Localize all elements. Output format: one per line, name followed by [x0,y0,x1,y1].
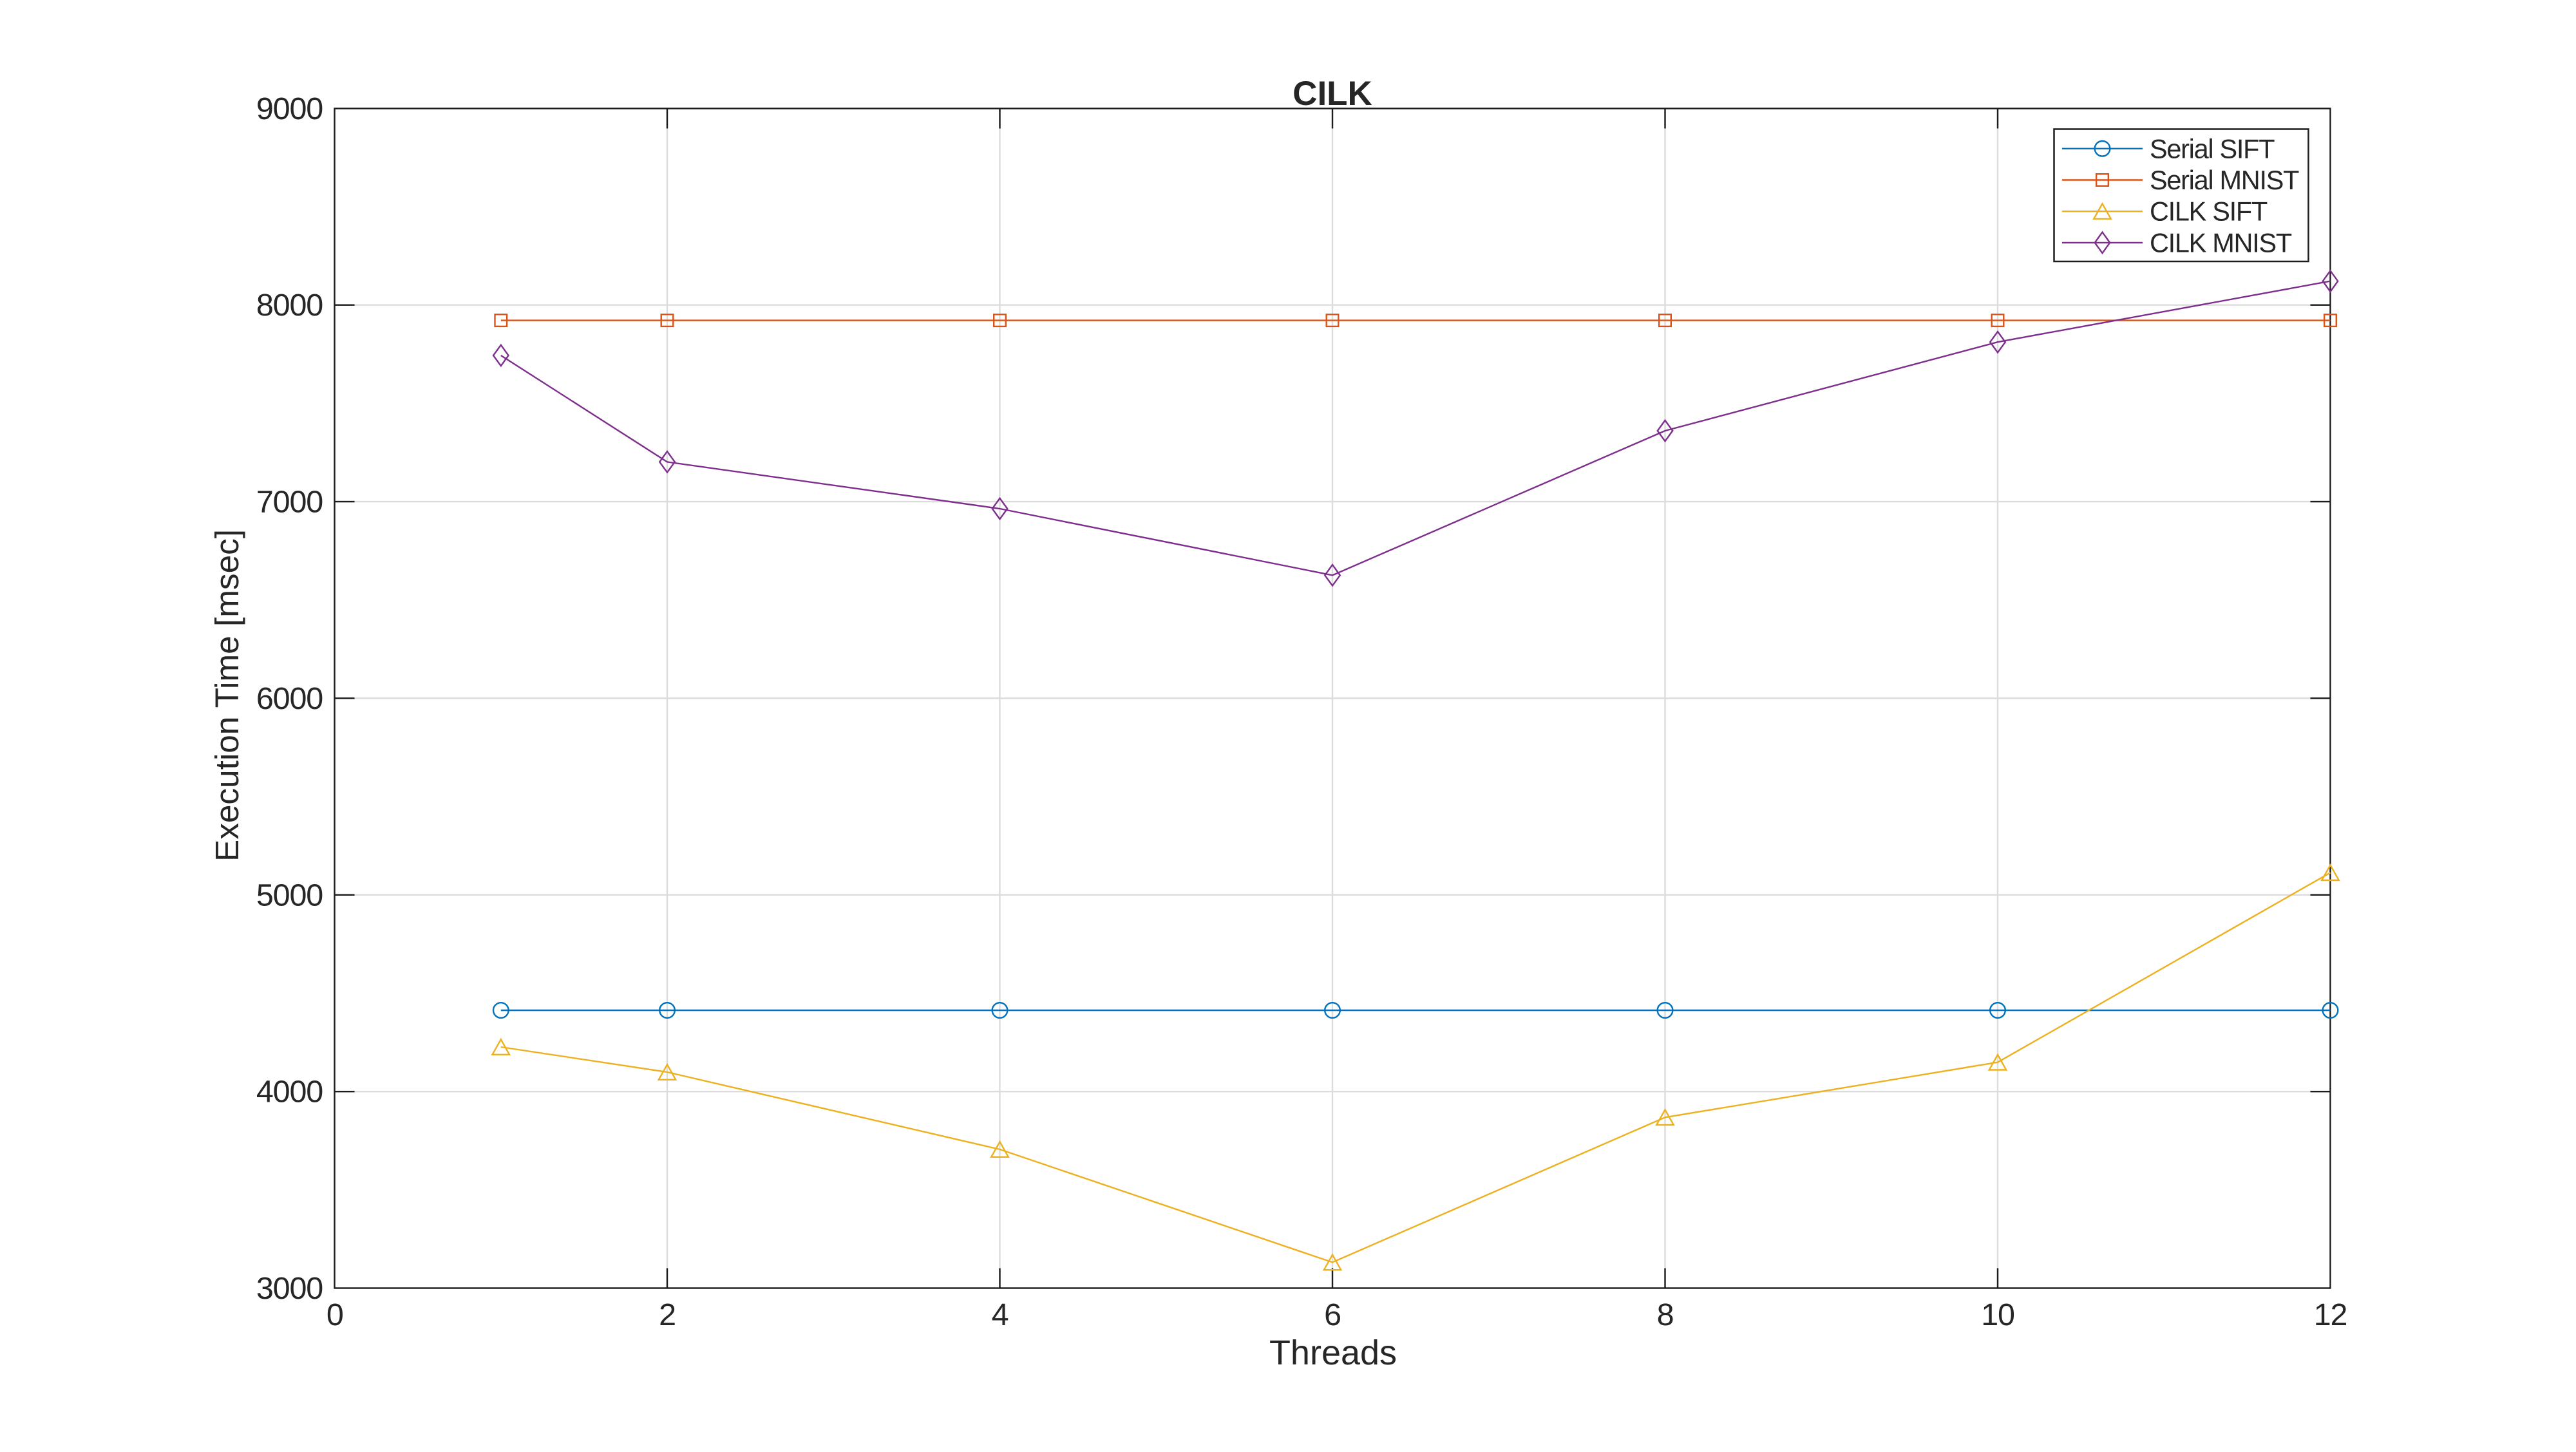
svg-text:Serial MNIST: Serial MNIST [2150,165,2299,195]
svg-text:CILK MNIST: CILK MNIST [2150,227,2292,258]
svg-text:Execution Time [msec]: Execution Time [msec] [209,529,245,862]
svg-text:CILK: CILK [1293,75,1372,113]
svg-text:6: 6 [1324,1297,1341,1332]
svg-text:8: 8 [1657,1297,1674,1332]
svg-text:12: 12 [2314,1297,2347,1332]
svg-text:Threads: Threads [1269,1334,1397,1372]
svg-text:CILK SIFT: CILK SIFT [2150,196,2268,227]
svg-text:4: 4 [992,1297,1009,1332]
svg-text:9000: 9000 [256,91,323,126]
svg-text:7000: 7000 [256,485,323,520]
svg-text:6000: 6000 [256,681,323,716]
svg-text:3000: 3000 [256,1271,323,1306]
svg-text:5000: 5000 [256,878,323,912]
svg-text:Serial SIFT: Serial SIFT [2150,133,2275,164]
svg-text:0: 0 [327,1297,343,1332]
svg-text:10: 10 [1981,1297,2014,1332]
svg-text:2: 2 [659,1297,676,1332]
svg-text:8000: 8000 [256,288,323,323]
svg-text:4000: 4000 [256,1075,323,1109]
